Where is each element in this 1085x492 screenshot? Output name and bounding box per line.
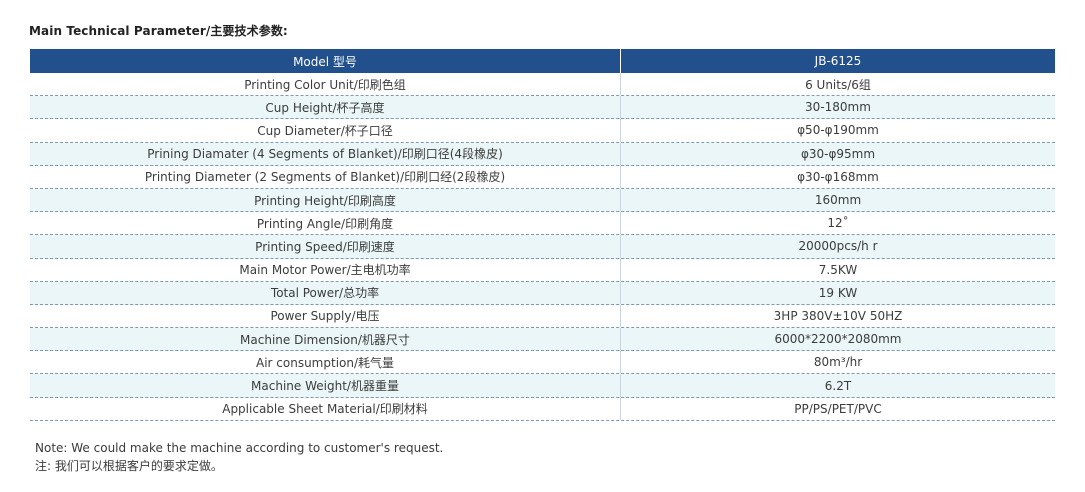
param-name: Main Motor Power/主电机功率 (30, 258, 621, 281)
param-value: PP/PS/PET/PVC (794, 401, 882, 416)
param-value: φ50-φ190mm (797, 123, 879, 138)
param-value: 3HP 380V±10V 50HZ (773, 308, 903, 323)
param-name: Cup Diameter/杯子口径 (30, 119, 621, 142)
table-header-row: Model 型号 JB-6125 (30, 49, 1055, 73)
section-heading: Main Technical Parameter/主要技术参数: (29, 24, 288, 38)
table-row: Printing Speed/印刷速度 20000pcs/h r (30, 235, 1055, 259)
spec-table: Model 型号 JB-6125 Printing Color Unit/印刷色… (30, 49, 1055, 421)
param-name: Printing Height/印刷高度 (30, 188, 621, 212)
table-row: Prining Diamater (4 Segments of Blanket)… (30, 142, 1055, 166)
param-value: 6 Units/6组 (805, 77, 871, 92)
table-row: Cup Diameter/杯子口径 φ50-φ190mm (30, 119, 1055, 143)
param-value: 7.5KW (818, 262, 858, 277)
table-row: Applicable Sheet Material/印刷材料 PP/PS/PET… (30, 397, 1055, 421)
param-value: 160mm (814, 193, 862, 208)
note-chinese: 注: 我们可以根据客户的要求定做。 (35, 459, 223, 473)
param-name: Cup Height/杯子高度 (30, 96, 621, 119)
param-name: Printing Angle/印刷角度 (30, 212, 621, 235)
table-row: Machine Dimension/机器尺寸 6000*2200*2080mm (30, 328, 1055, 352)
param-name: Air consumption/耗气量 (30, 351, 621, 374)
table-body: Printing Color Unit/印刷色组 6 Units/6组 Cup … (30, 73, 1055, 421)
param-value: 12˚ (827, 216, 849, 231)
table-row: Total Power/总功率 19 KW (30, 281, 1055, 305)
table-row: Printing Height/印刷高度 160mm (30, 188, 1055, 213)
param-value: 19 KW (818, 285, 858, 300)
table-row: Printing Color Unit/印刷色组 6 Units/6组 (30, 73, 1055, 97)
table-row: Printing Angle/印刷角度 12˚ (30, 212, 1055, 236)
param-name: Applicable Sheet Material/印刷材料 (30, 397, 621, 420)
param-value: 20000pcs/h r (798, 239, 878, 254)
header-model-label: Model 型号 (30, 49, 620, 73)
param-value: φ30-φ168mm (797, 169, 879, 184)
table-row: Printing Diameter (2 Segments of Blanket… (30, 165, 1055, 189)
param-name: Printing Color Unit/印刷色组 (30, 73, 621, 96)
param-name: Power Supply/电压 (30, 304, 621, 328)
param-name: Printing Diameter (2 Segments of Blanket… (30, 165, 621, 188)
param-name: Total Power/总功率 (30, 281, 621, 304)
param-value: 80m³/hr (813, 355, 863, 370)
table-row: Main Motor Power/主电机功率 7.5KW (30, 258, 1055, 282)
table-row: Air consumption/耗气量 80m³/hr (30, 351, 1055, 375)
header-model-value: JB-6125 (621, 49, 1055, 73)
param-name: Printing Speed/印刷速度 (30, 235, 621, 258)
param-value: 6.2T (824, 378, 852, 393)
param-value: 30-180mm (805, 100, 871, 115)
note-english: Note: We could make the machine accordin… (35, 441, 444, 455)
table-row: Machine Weight/机器重量 6.2T (30, 374, 1055, 398)
table-row: Power Supply/电压 3HP 380V±10V 50HZ (30, 304, 1055, 329)
param-value: φ30-φ95mm (800, 146, 876, 161)
param-name: Machine Weight/机器重量 (30, 374, 621, 397)
param-value: 6000*2200*2080mm (774, 332, 902, 347)
param-name: Machine Dimension/机器尺寸 (30, 328, 621, 351)
param-name: Prining Diamater (4 Segments of Blanket)… (30, 142, 621, 165)
table-row: Cup Height/杯子高度 30-180mm (30, 96, 1055, 120)
